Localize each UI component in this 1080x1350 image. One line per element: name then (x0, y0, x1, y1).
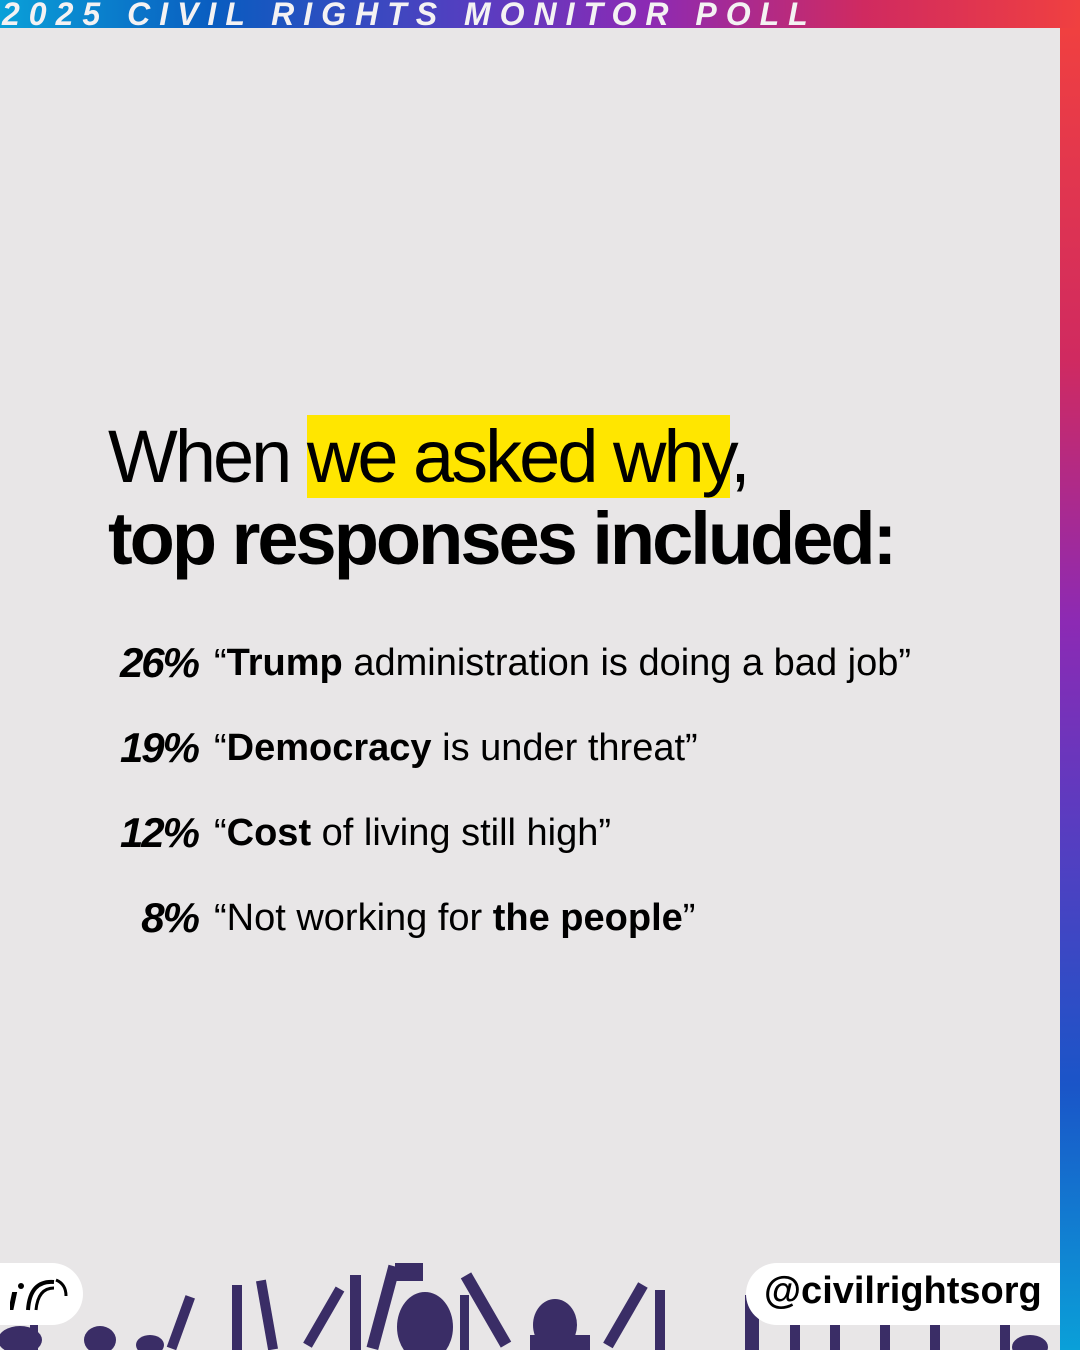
response-item: 8% “Not working for the people” (0, 894, 1060, 947)
response-bold: the people (492, 897, 683, 939)
response-percent: 26% (119, 639, 200, 686)
quote: “ (214, 642, 227, 684)
quote: “ (214, 812, 227, 854)
social-handle[interactable]: @civilrightsorg (764, 1270, 1042, 1312)
civil-rights-logo-icon (10, 1278, 68, 1311)
banner-title: 2025 CIVIL RIGHTS MONITOR POLL (2, 0, 817, 28)
headline-pre: When (108, 415, 307, 498)
banner: 2025 CIVIL RIGHTS MONITOR POLL (0, 0, 1080, 28)
response-item: 26% “Trump administration is doing a bad … (0, 639, 1060, 692)
headline-comma: , (730, 415, 750, 498)
response-percent: 12% (119, 809, 200, 856)
gradient-stripe (1060, 28, 1080, 1350)
response-text: is under threat” (431, 727, 698, 769)
handle-badge (746, 1263, 1060, 1325)
response-percent: 8% (141, 894, 200, 941)
response-item: 12% “Cost of living still high” (0, 809, 1060, 862)
response-text: of living still high” (311, 812, 612, 854)
headline-line-2: top responses included: (108, 497, 897, 580)
quote: “Not working for (214, 897, 493, 939)
response-text: ” (682, 897, 696, 939)
headline-line-1: When we asked why, (108, 414, 751, 499)
quote: “ (214, 727, 227, 769)
response-item: 19% “Democracy is under threat” (0, 724, 1060, 777)
response-bold: Trump (226, 642, 343, 684)
response-bold: Democracy (226, 727, 432, 769)
crowd-silhouette (0, 1263, 1048, 1350)
response-bold: Cost (226, 812, 312, 854)
headline-highlight: we asked why (306, 415, 733, 498)
response-percent: 19% (119, 724, 200, 771)
response-text: administration is doing a bad job” (342, 642, 911, 684)
